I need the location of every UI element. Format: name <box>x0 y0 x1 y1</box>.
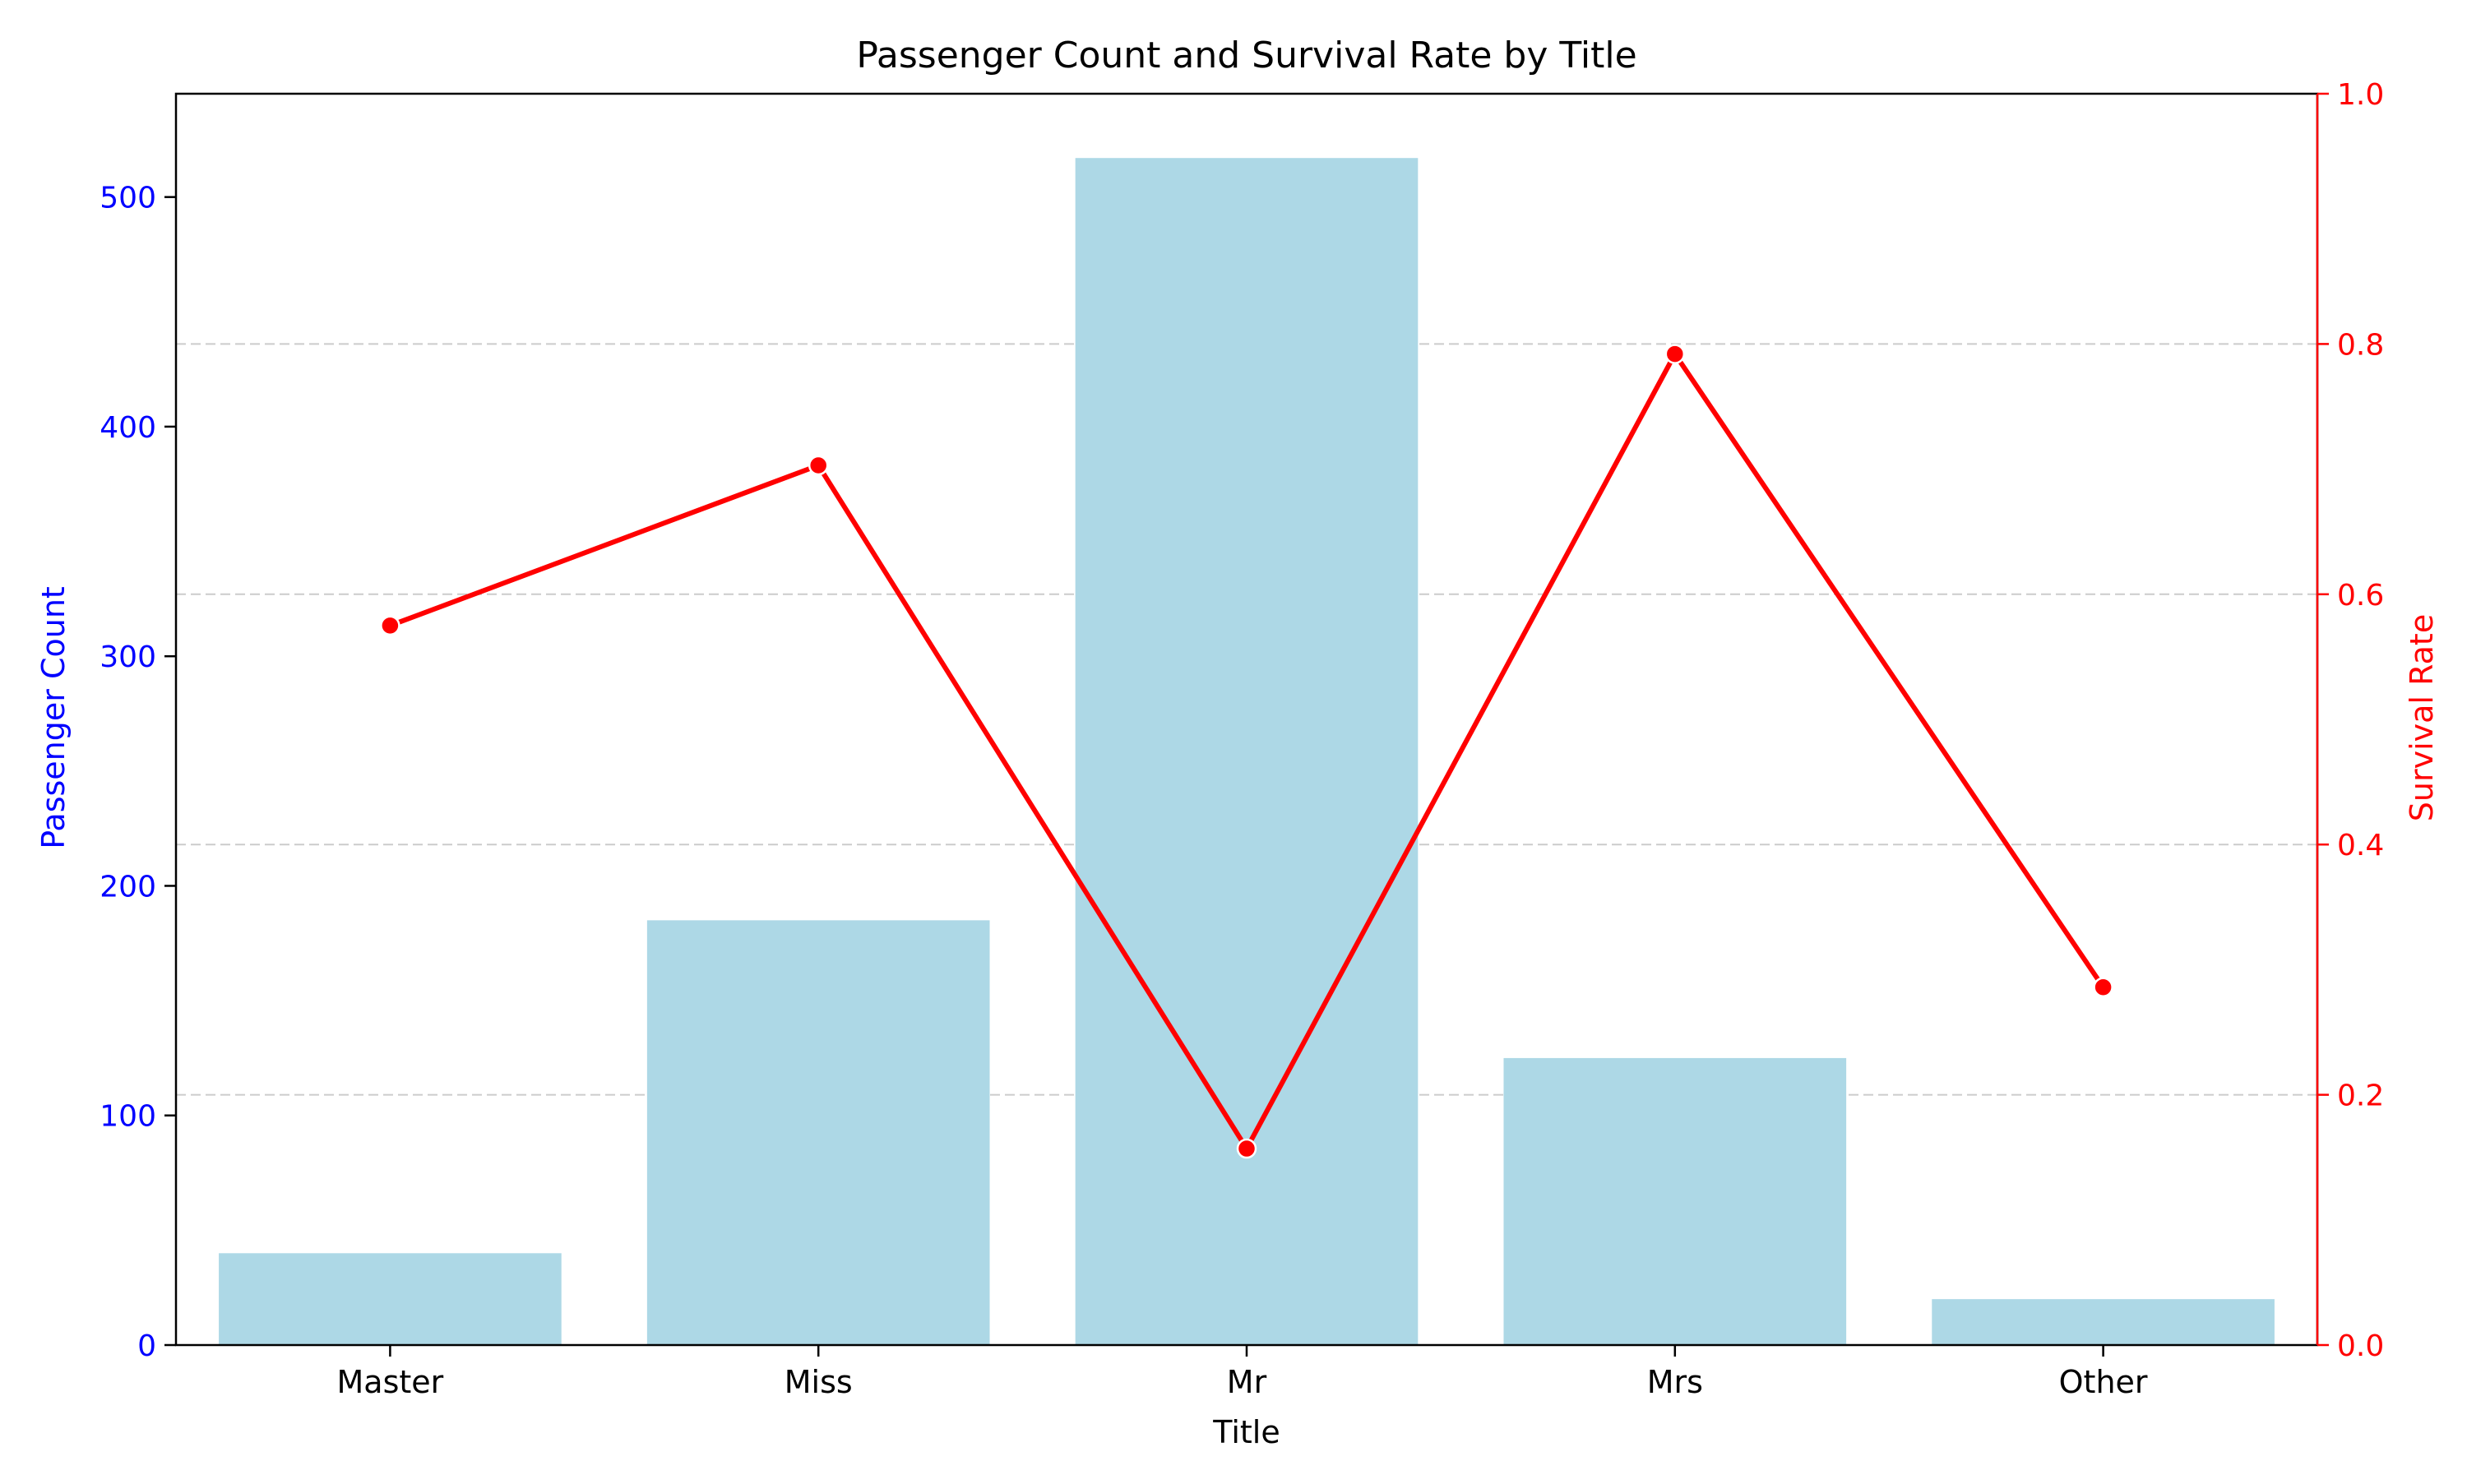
x-tick-label: Mr <box>1227 1364 1267 1400</box>
right-tick-label: 1.0 <box>2337 78 2384 112</box>
right-tick-label: 0.2 <box>2337 1079 2384 1113</box>
bar-master <box>219 1253 562 1345</box>
survival-point-other <box>2093 977 2113 997</box>
right-tick-label: 0.0 <box>2337 1329 2384 1363</box>
chart-title: Passenger Count and Survival Rate by Tit… <box>856 35 1636 76</box>
x-tick-label: Master <box>337 1364 444 1400</box>
survival-point-mrs <box>1664 344 1686 364</box>
survival-point-miss <box>808 455 829 476</box>
x-tick-label: Other <box>2059 1364 2148 1400</box>
x-axis: Master Miss Mr Mrs Other <box>337 1345 2148 1400</box>
left-tick-label: 300 <box>100 640 156 674</box>
left-tick-label: 200 <box>100 870 156 904</box>
right-y-axis: 0.0 0.2 0.4 0.6 0.8 1.0 <box>2317 78 2384 1363</box>
right-y-axis-label: Survival Rate <box>2404 614 2440 821</box>
left-y-axis: 0 100 200 300 400 500 <box>100 182 176 1363</box>
x-tick-label: Miss <box>785 1364 853 1400</box>
bar-other <box>1932 1299 2275 1345</box>
bar-miss <box>646 920 990 1345</box>
survival-line <box>380 344 2113 1159</box>
left-tick-label: 0 <box>137 1329 156 1363</box>
right-tick-label: 0.4 <box>2337 829 2384 862</box>
x-axis-label: Title <box>1212 1414 1280 1450</box>
survival-point-mr <box>1236 1138 1257 1159</box>
bars <box>219 158 2275 1346</box>
left-y-axis-label: Passenger Count <box>35 586 72 849</box>
x-tick-label: Mrs <box>1647 1364 1703 1400</box>
left-tick-label: 500 <box>100 182 156 215</box>
survival-point-master <box>380 615 400 636</box>
left-tick-label: 400 <box>100 411 156 445</box>
bar-mr <box>1075 158 1419 1346</box>
right-tick-label: 0.8 <box>2337 328 2384 362</box>
bar-mrs <box>1503 1057 1847 1345</box>
left-tick-label: 100 <box>100 1100 156 1134</box>
right-tick-label: 0.6 <box>2337 579 2384 613</box>
